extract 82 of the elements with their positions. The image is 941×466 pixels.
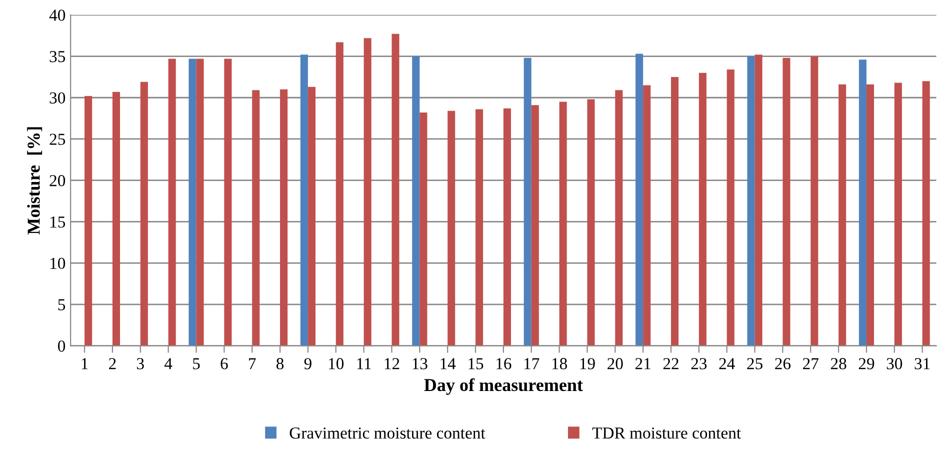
bar [866,84,874,346]
x-tick-label: 5 [193,358,200,370]
bar [364,38,372,346]
bar [922,81,930,346]
bar [280,89,288,346]
bar [112,92,120,346]
y-tick-label: 15 [50,216,66,228]
x-tick-label: 17 [524,358,540,370]
x-tick-label: 6 [220,358,228,370]
bar [224,58,232,346]
bar [858,60,866,346]
x-tick-label: 1 [82,358,88,370]
x-tick-label: 11 [357,358,371,370]
bar [643,85,651,346]
bar [615,90,623,346]
x-tick-label: 13 [412,358,428,370]
y-tick-label: 5 [58,299,66,310]
x-tick-label: 10 [329,358,344,370]
y-tick-label: 40 [49,10,66,21]
y-tick-label: 10 [50,258,66,270]
bar [698,72,706,346]
x-tick-label: 20 [608,358,623,370]
y-tick-label: 25 [50,134,66,145]
x-tick-label: 21 [635,358,650,370]
x-tick-label: 12 [384,358,400,370]
x-tick-label: 3 [137,358,144,370]
x-tick-label: 25 [747,358,762,370]
x-tick-label: 9 [304,358,312,370]
x-tick-label: 2 [109,358,116,370]
x-tick-label: 14 [440,358,456,370]
bar [168,58,176,346]
bar [754,54,762,346]
y-tick-label: 20 [50,175,66,186]
bar [308,86,316,346]
bar [670,76,679,346]
x-tick-label: 29 [858,358,874,370]
y-axis-title: Moisture [%] [27,127,42,235]
x-tick-label: 15 [468,358,484,370]
x-tick-label: 27 [803,358,818,370]
bar [140,82,148,346]
x-tick-label: 16 [496,358,512,370]
bar [782,58,790,346]
bar [587,99,595,346]
bar [412,56,420,346]
legend-label: Gravimetric moisture content [290,427,486,439]
x-tick-label: 8 [276,358,284,370]
x-tick-label: 30 [886,358,902,370]
x-tick-label: 19 [580,358,595,370]
bar [503,108,511,346]
x-tick-label: 31 [914,358,930,370]
bar [196,58,204,346]
bar [894,82,902,346]
bar [392,34,400,346]
x-tick-label: 18 [552,358,567,370]
x-tick-label: 23 [691,358,707,370]
x-tick-label: 24 [719,358,735,370]
bar [636,54,644,346]
bar [747,56,755,346]
bar [559,102,567,346]
bar [448,110,456,346]
bar [531,105,539,346]
y-tick-label: 0 [58,340,66,352]
bar [476,109,484,346]
bar [524,58,532,346]
bar [420,112,428,346]
bar [810,56,818,346]
x-tick-label: 28 [830,358,846,370]
x-tick-label: 4 [164,358,172,370]
bar [84,96,92,346]
bar [188,58,196,346]
legend-label: TDR moisture content [592,427,741,439]
bar [252,90,260,346]
y-tick-label: 35 [50,51,66,62]
x-tick-label: 7 [249,358,256,370]
bar [726,70,734,346]
x-tick-label: 26 [775,358,791,370]
x-tick-label: 22 [663,358,678,370]
x-axis-title: Day of measurement [424,378,583,395]
bar [838,84,846,346]
bar [336,42,344,346]
bar [300,54,308,346]
y-tick-label: 30 [50,92,66,104]
